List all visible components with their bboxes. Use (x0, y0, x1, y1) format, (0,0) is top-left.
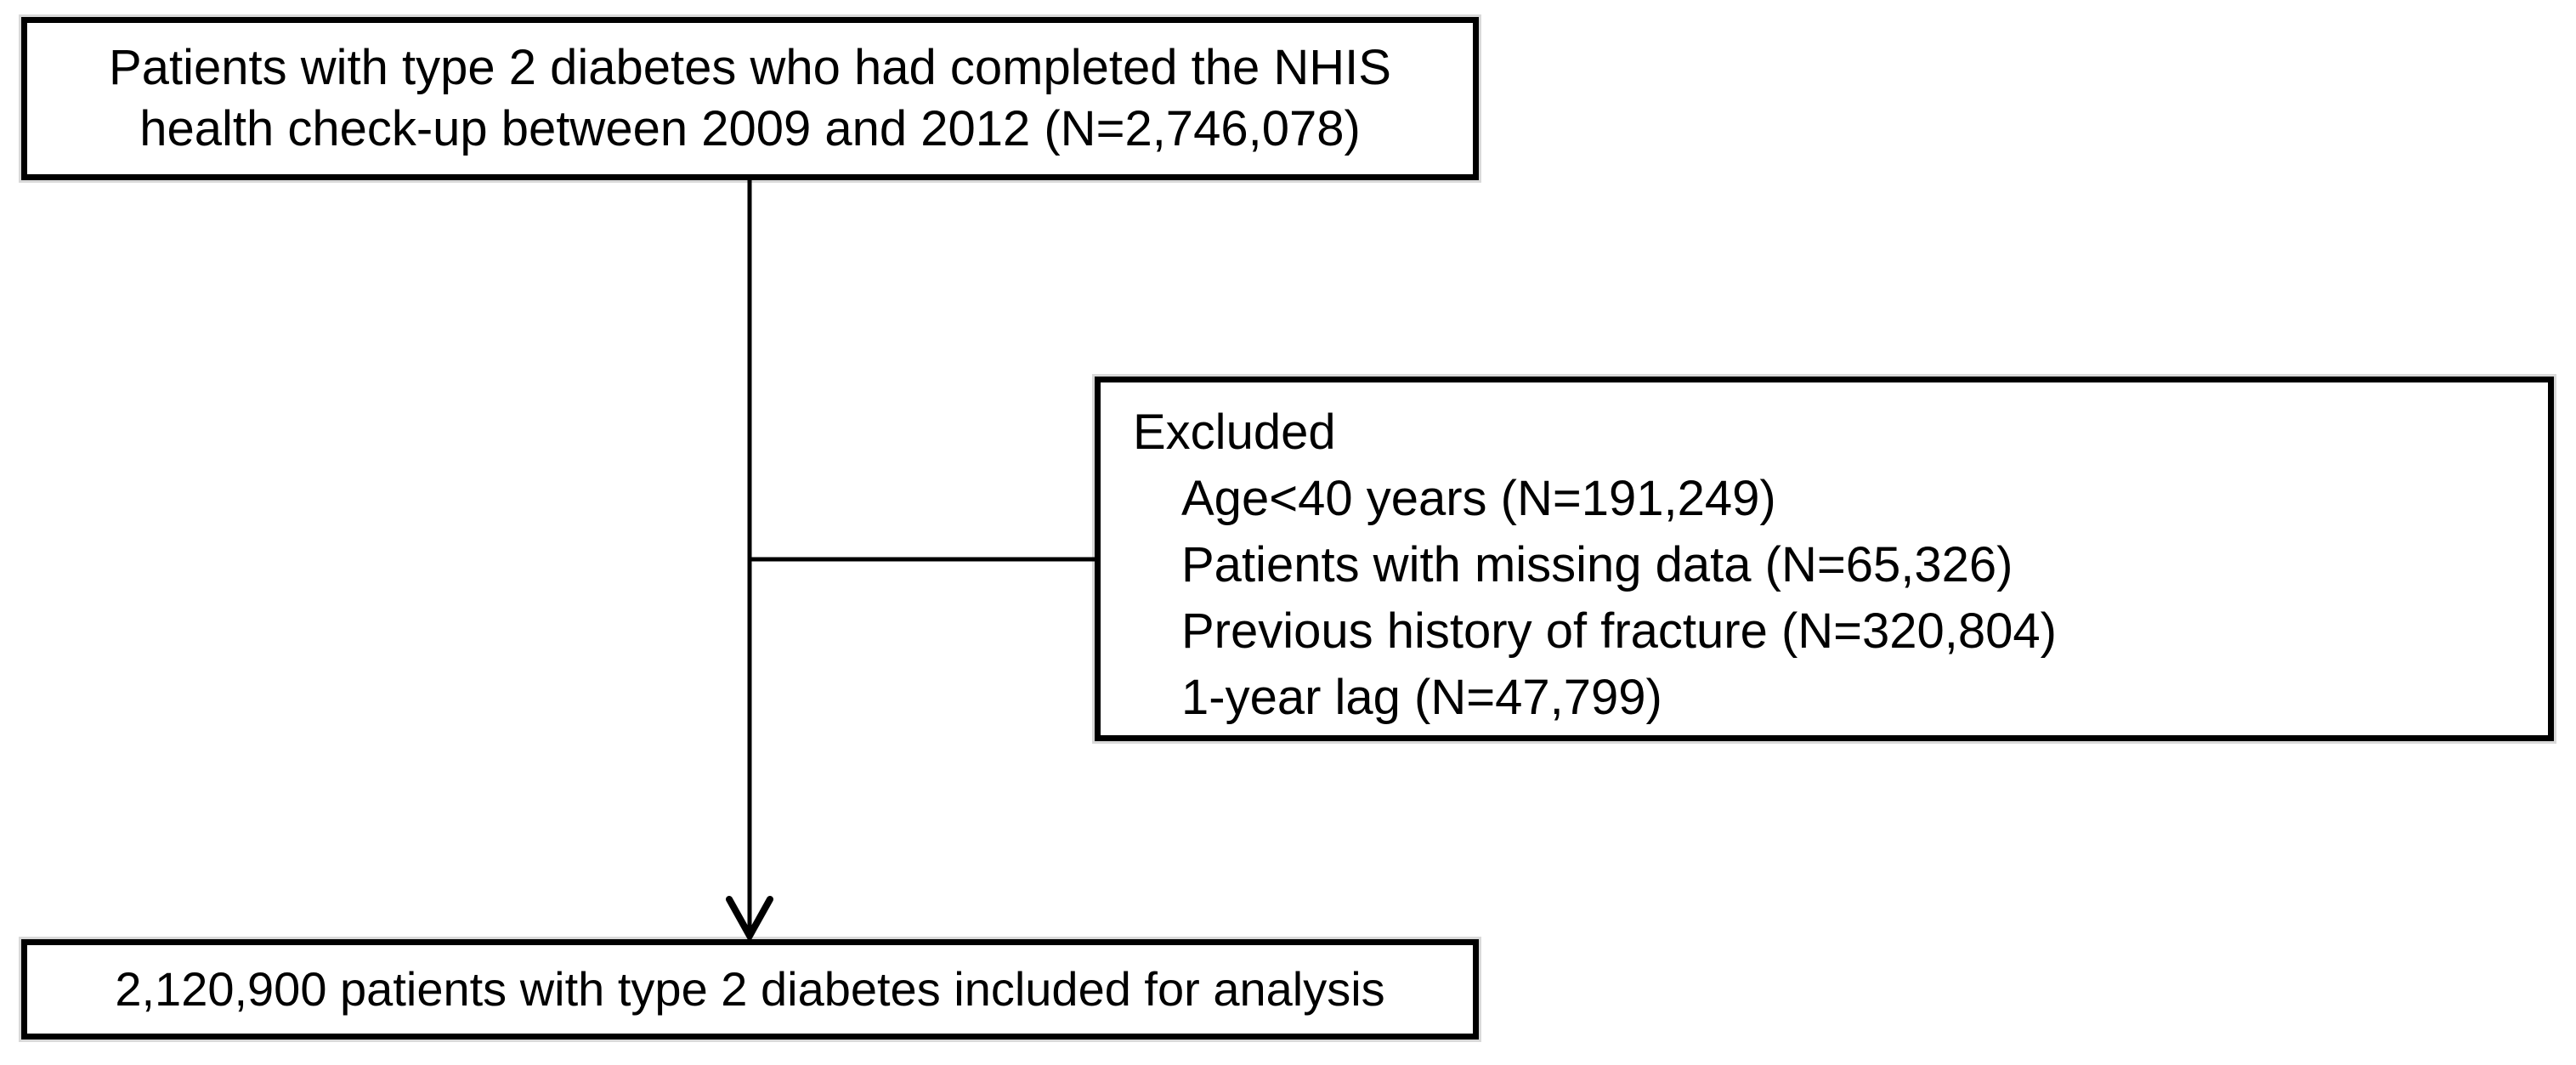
exclusion-item-one-year-lag: 1-year lag (N=47,799) (1181, 670, 1662, 725)
exclusion-item-age: Age<40 years (N=191,249) (1181, 471, 1776, 526)
source-population-line-2: health check-up between 2009 and 2012 (N… (139, 101, 1361, 156)
analysis-population-box: 2,120,900 patients with type 2 diabetes … (21, 939, 1479, 1040)
exclusion-item-previous-fracture: Previous history of fracture (N=320,804) (1181, 603, 2057, 659)
exclusion-box-title: Excluded (1133, 405, 1336, 460)
analysis-population-text: 2,120,900 patients with type 2 diabetes … (115, 962, 1385, 1016)
exclusion-item-missing-data: Patients with missing data (N=65,326) (1181, 537, 2013, 592)
down-arrowhead-icon (726, 896, 773, 943)
exclusion-box: Excluded Age<40 years (N=191,249) Patien… (1095, 377, 2554, 741)
source-population-line-1: Patients with type 2 diabetes who had co… (109, 40, 1391, 95)
source-population-box: Patients with type 2 diabetes who had co… (21, 17, 1479, 180)
